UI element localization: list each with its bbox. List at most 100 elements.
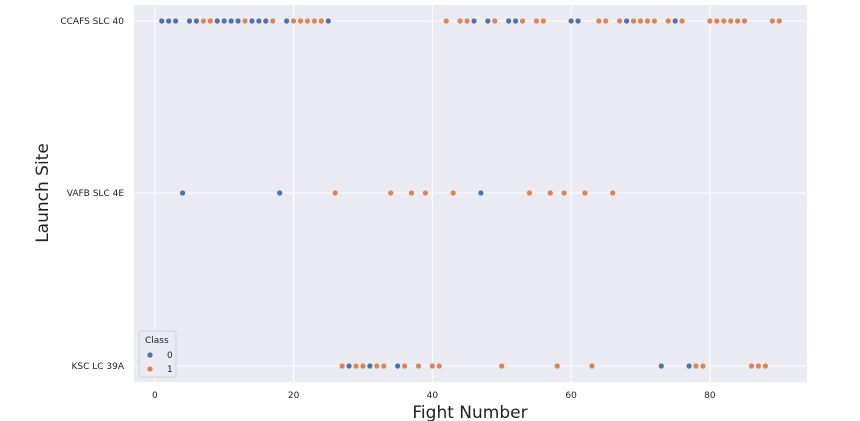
data-point-class-1: [436, 363, 442, 369]
data-point-class-0: [186, 18, 193, 24]
data-point-class-0: [173, 18, 179, 24]
data-point-class-1: [741, 18, 748, 24]
data-point-class-1: [603, 18, 609, 24]
grid-lines: [134, 5, 807, 382]
data-point-class-1: [589, 363, 595, 369]
x-tick-label: 60: [565, 391, 577, 401]
data-point-class-1: [339, 363, 345, 369]
data-point-class-1: [735, 18, 741, 24]
data-point-class-0: [471, 18, 477, 24]
data-point-class-1: [526, 190, 533, 196]
data-point-class-1: [547, 190, 553, 196]
data-point-class-1: [429, 363, 435, 369]
data-point-class-1: [242, 18, 248, 24]
data-point-class-1: [290, 18, 297, 24]
x-axis-title: Fight Number: [412, 403, 527, 421]
data-point-class-1: [207, 18, 213, 24]
data-point-class-0: [284, 18, 290, 24]
data-point-class-0: [166, 18, 172, 24]
data-point-class-0: [478, 190, 484, 196]
data-point-class-1: [755, 363, 762, 369]
data-point-class-1: [297, 18, 304, 24]
data-point-class-0: [249, 18, 255, 24]
data-point-class-1: [630, 18, 637, 24]
data-point-class-1: [464, 18, 470, 24]
data-point-class-1: [374, 363, 380, 369]
x-tick-label: 0: [152, 391, 158, 401]
y-tick-label: KSC LC 39A: [71, 362, 124, 372]
data-point-class-1: [311, 18, 317, 24]
data-point-class-1: [637, 18, 644, 24]
data-point-class-1: [707, 18, 713, 24]
data-point-class-0: [575, 18, 581, 24]
data-point-class-0: [263, 18, 269, 24]
data-point-class-1: [554, 363, 560, 369]
data-point-class-1: [610, 190, 616, 196]
data-point-class-0: [485, 18, 491, 24]
x-tick-label: 80: [704, 391, 716, 401]
legend-marker-1: [147, 366, 153, 372]
data-point-class-1: [540, 18, 546, 24]
data-point-class-1: [769, 18, 775, 24]
data-point-class-1: [401, 363, 408, 369]
data-point-class-0: [512, 18, 519, 24]
data-point-class-0: [658, 363, 664, 369]
data-point-class-1: [332, 190, 338, 196]
data-point-class-1: [304, 18, 311, 24]
data-point-class-0: [228, 18, 234, 24]
y-tick-label: VAFB SLC 4E: [67, 189, 125, 199]
data-point-class-1: [679, 18, 685, 24]
data-point-class-1: [665, 18, 671, 24]
data-point-class-1: [762, 363, 768, 369]
data-point-class-1: [700, 363, 706, 369]
data-point-class-1: [422, 190, 429, 196]
data-point-class-1: [408, 190, 415, 196]
data-point-class-1: [693, 363, 699, 369]
data-point-class-1: [714, 18, 720, 24]
data-point-class-1: [353, 363, 359, 369]
data-point-class-0: [214, 18, 220, 24]
data-point-class-1: [318, 18, 324, 24]
data-point-class-1: [748, 363, 755, 369]
y-axis-title: Launch Site: [33, 143, 53, 243]
data-point-class-1: [721, 18, 727, 24]
x-tick-label: 20: [288, 391, 300, 401]
data-point-class-1: [533, 18, 540, 24]
x-tick-label: 40: [427, 391, 439, 401]
data-point-class-1: [443, 18, 449, 24]
legend: Class 0 1: [138, 330, 177, 378]
data-point-class-1: [728, 18, 734, 24]
data-point-class-1: [270, 18, 276, 24]
data-point-class-1: [644, 18, 651, 24]
data-point-class-0: [159, 18, 165, 24]
y-tick-label: CCAFS SLC 40: [60, 17, 124, 27]
data-point-class-1: [582, 190, 588, 196]
data-point-class-1: [651, 18, 657, 24]
legend-label-1: 1: [167, 365, 173, 375]
data-point-class-0: [506, 18, 512, 24]
data-point-class-1: [561, 190, 567, 196]
data-point-class-1: [499, 363, 505, 369]
data-point-class-1: [519, 18, 526, 24]
data-point-class-1: [360, 363, 366, 369]
y-tick-labels: CCAFS SLC 40 VAFB SLC 4E KSC LC 39A: [60, 17, 124, 372]
data-point-class-1: [388, 190, 394, 196]
data-point-class-1: [596, 18, 602, 24]
data-point-class-1: [381, 363, 387, 369]
data-point-class-0: [686, 363, 692, 369]
data-point-class-0: [624, 18, 630, 24]
data-point-class-1: [457, 18, 463, 24]
data-point-class-0: [346, 363, 352, 369]
data-point-class-1: [776, 18, 782, 24]
data-point-class-0: [256, 18, 262, 24]
legend-label-0: 0: [167, 351, 173, 361]
data-point-class-1: [200, 18, 206, 24]
data-point-class-0: [367, 363, 373, 369]
data-points: [159, 18, 782, 369]
x-tick-labels: 0 20 40 60 80: [152, 391, 716, 401]
data-point-class-0: [325, 18, 331, 24]
data-point-class-0: [221, 18, 227, 24]
data-point-class-0: [568, 18, 574, 24]
data-point-class-0: [277, 190, 283, 196]
